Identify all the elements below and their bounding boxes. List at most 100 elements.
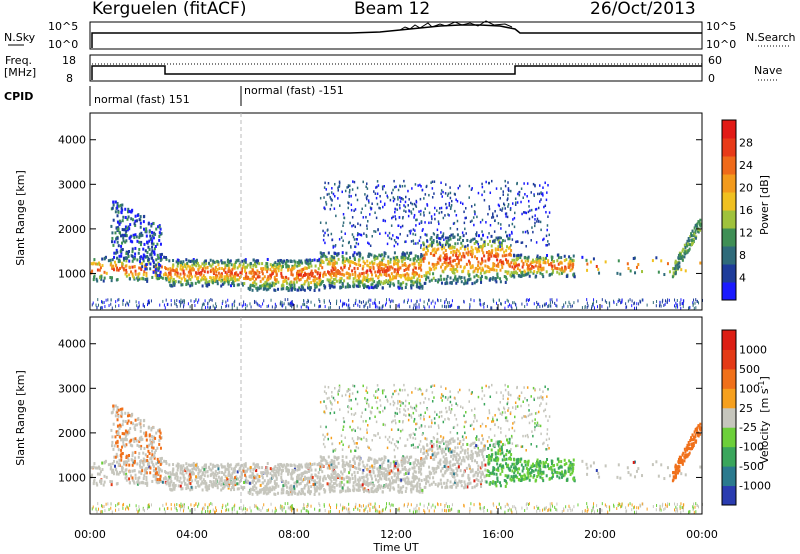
power-cell [687, 236, 690, 240]
velocity-cell [461, 448, 464, 452]
power-cell [432, 299, 434, 303]
power-cell [683, 255, 686, 259]
power-cell [193, 260, 196, 264]
velocity-cell [345, 476, 348, 480]
power-cell [297, 270, 300, 274]
power-cell [591, 305, 593, 309]
velocity-cell [211, 466, 214, 470]
power-cell [338, 238, 341, 241]
power-cell [690, 243, 693, 247]
velocity-cell [373, 462, 376, 466]
power-cell [492, 214, 494, 217]
power-cell [387, 234, 389, 237]
velocity-cell [394, 460, 397, 464]
power-cell [174, 299, 176, 303]
power-data-layer [90, 179, 703, 310]
power-cell [389, 260, 392, 264]
power-cell [367, 300, 369, 304]
power-cell [311, 271, 314, 275]
power-cell [504, 207, 506, 210]
velocity-cell [313, 487, 316, 491]
power-cell [340, 276, 343, 280]
velocity-cell [192, 463, 195, 467]
power-cell [380, 280, 383, 284]
velocity-cell [92, 482, 95, 486]
power-cell [138, 266, 141, 270]
power-cell [494, 277, 497, 281]
power-cell [447, 261, 450, 265]
power-cell [371, 260, 374, 264]
velocity-cell [244, 469, 247, 473]
power-cell [394, 215, 396, 218]
velocity-cell [217, 475, 220, 479]
power-cell [211, 262, 214, 266]
power-cell [446, 194, 449, 197]
power-cell [472, 237, 475, 241]
power-cell [416, 283, 419, 287]
power-cell [516, 201, 519, 204]
velocity-cell [455, 472, 458, 476]
power-cell [381, 270, 384, 274]
power-cell [290, 272, 293, 276]
velocity-cell [253, 488, 256, 492]
power-cell [135, 300, 137, 304]
power-cell [531, 226, 533, 229]
power-cell [449, 267, 452, 271]
power-cell [364, 303, 366, 307]
power-cell [480, 279, 483, 283]
power-cell [359, 300, 361, 304]
power-cell [633, 256, 636, 260]
power-cell [450, 304, 452, 308]
power-cell [333, 281, 336, 285]
power-cell [190, 299, 192, 303]
velocity-cell [391, 470, 394, 474]
velocity-cell [262, 471, 265, 475]
power-cell [357, 242, 360, 246]
power-cell [557, 262, 560, 266]
power-cell [515, 201, 517, 204]
velocity-cell [316, 476, 319, 480]
velocity-cell [463, 486, 466, 490]
power-cell [303, 273, 306, 277]
power-cell [457, 261, 460, 265]
velocity-cell [581, 459, 584, 463]
power-cell [124, 272, 127, 276]
power-cell [310, 264, 313, 268]
power-cell [273, 283, 276, 287]
velocity-cell [277, 463, 280, 467]
power-cell [282, 303, 284, 307]
colorbar-tick-label: 4 [739, 272, 746, 285]
power-cell [539, 184, 541, 187]
power-cell [110, 261, 113, 265]
colorbar-swatch [722, 282, 736, 301]
power-cell [498, 298, 500, 302]
power-cell [378, 301, 380, 305]
power-cell [274, 261, 277, 265]
power-cell [495, 268, 498, 272]
velocity-cell [319, 465, 322, 469]
velocity-cell [488, 453, 491, 457]
velocity-cell [200, 482, 203, 486]
power-cell [407, 204, 409, 207]
velocity-cell [395, 466, 398, 470]
power-cell [157, 256, 160, 260]
power-cell [558, 272, 561, 276]
power-cell [342, 221, 345, 224]
power-cell [453, 258, 456, 262]
power-cell [313, 258, 316, 262]
power-cell [418, 210, 420, 213]
velocity-cell [469, 481, 472, 485]
power-cell [539, 267, 542, 271]
power-cell [96, 262, 99, 266]
power-cell [634, 306, 636, 310]
velocity-cell [187, 474, 190, 478]
power-cell [244, 258, 247, 262]
power-cell [499, 268, 502, 272]
power-cell [204, 259, 207, 263]
power-cell [250, 305, 252, 309]
power-cell [348, 195, 351, 198]
power-cell [179, 272, 182, 276]
power-cell [381, 187, 384, 191]
velocity-cell [510, 475, 513, 479]
power-cell [181, 301, 183, 305]
